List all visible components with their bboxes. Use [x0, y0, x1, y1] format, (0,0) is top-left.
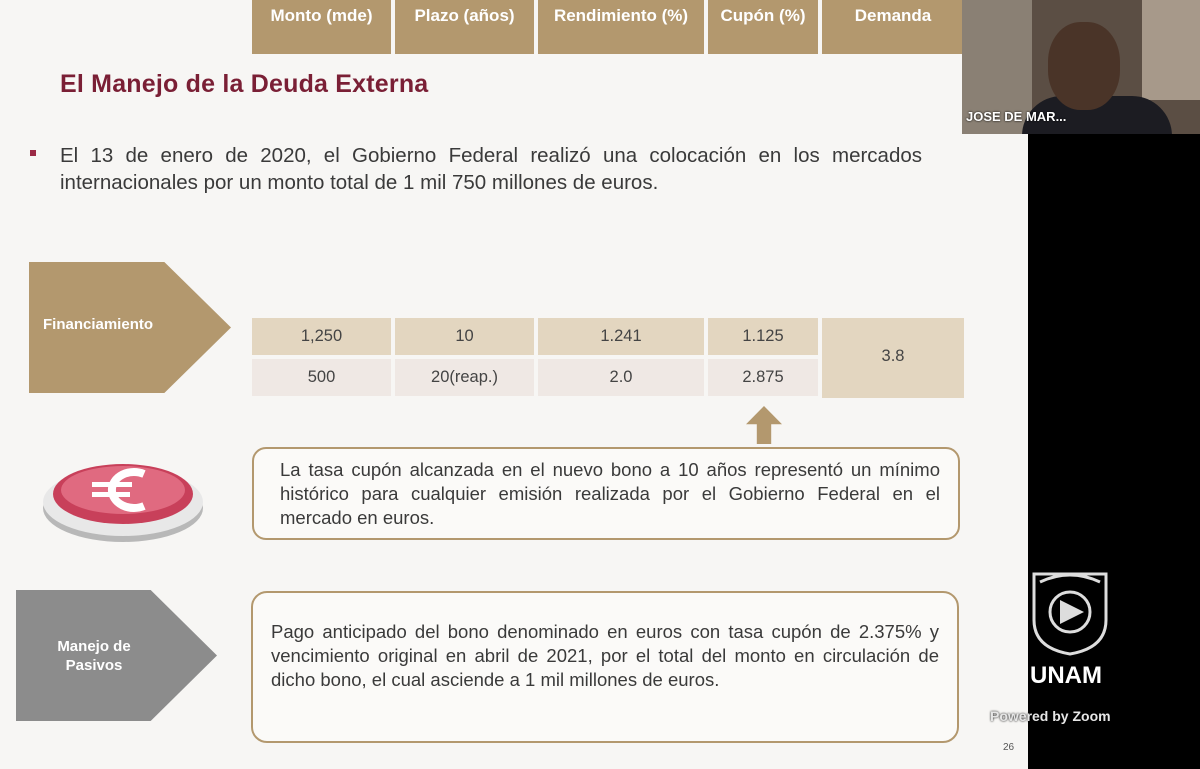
table-header-demanda: Demanda — [822, 0, 964, 54]
participant-name: JOSE DE MAR... — [966, 109, 1067, 124]
coupon-note-text: La tasa cupón alcanzada en el nuevo bono… — [280, 459, 940, 528]
table-cell: 500 — [252, 359, 391, 396]
slide-title: El Manejo de la Deuda Externa — [60, 70, 429, 98]
zoom-watermark: Powered by Zoom — [990, 708, 1111, 724]
table-cell: 1,250 — [252, 318, 391, 355]
table-cell: 1.241 — [538, 318, 704, 355]
table-header-rendimiento: Rendimiento (%) — [538, 0, 704, 54]
table-cell: 1.125 — [708, 318, 818, 355]
euro-coin-icon — [43, 464, 203, 542]
table-cell: 2.0 — [538, 359, 704, 396]
unam-wordmark: UNAM — [1030, 662, 1102, 689]
page-number: 26 — [1003, 742, 1015, 753]
up-arrow-icon — [746, 406, 782, 444]
bullet-text: El 13 de enero de 2020, el Gobierno Fede… — [60, 144, 922, 194]
liabilities-arrow: Manejo de Pasivos — [16, 590, 217, 721]
table-header-monto: Monto (mde) — [252, 0, 391, 54]
liabilities-label: Manejo de Pasivos — [57, 638, 131, 674]
table-cell: 20(reap.) — [395, 359, 534, 396]
table-cell-demand: 3.8 — [822, 318, 964, 398]
participant-face — [1048, 22, 1120, 110]
presentation-slide: El Manejo de la Deuda Externa El 13 de e… — [0, 0, 1028, 769]
financing-arrow: Financiamiento — [29, 262, 231, 393]
table-header-cupon: Cupón (%) — [708, 0, 818, 54]
liabilities-note-text: Pago anticipado del bono denominado en e… — [271, 621, 939, 690]
unam-crest-icon — [1032, 572, 1108, 656]
coupon-note-box: La tasa cupón alcanzada en el nuevo bono… — [252, 447, 960, 540]
bullet-marker — [30, 150, 36, 156]
liabilities-note-box: Pago anticipado del bono denominado en e… — [251, 591, 959, 743]
table-header-plazo: Plazo (años) — [395, 0, 534, 54]
table-cell: 2.875 — [708, 359, 818, 396]
financing-label: Financiamiento — [43, 316, 154, 333]
table-cell: 10 — [395, 318, 534, 355]
participant-video[interactable]: JOSE DE MAR... — [962, 0, 1200, 134]
